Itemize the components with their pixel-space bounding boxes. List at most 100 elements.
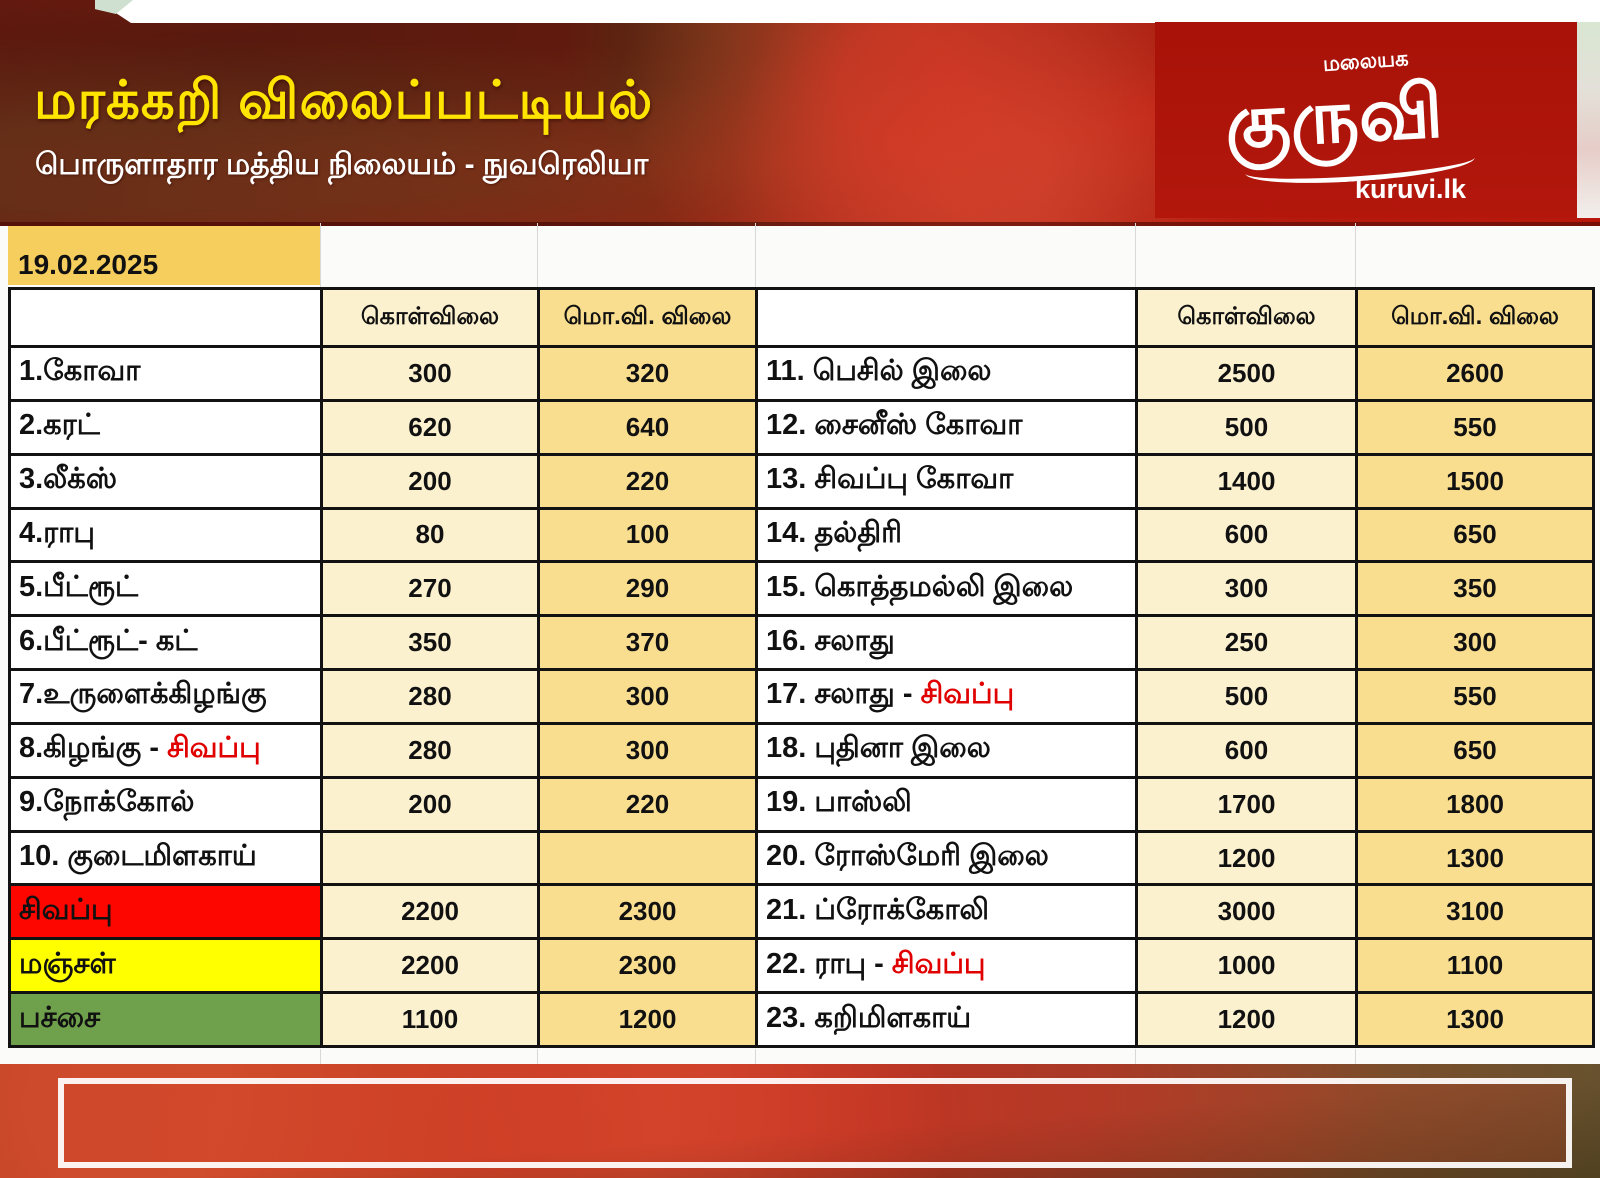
header-buy-price-right: கொள்விலை	[1135, 287, 1358, 348]
item-name-cell: 1.கோவா	[8, 345, 323, 402]
gridline	[1135, 223, 1136, 287]
table-header-row: கொள்விலை மொ.வி. விலை கொள்விலை மொ.வி. வில…	[8, 287, 1595, 348]
gridline	[537, 1049, 538, 1064]
item-label: 5.பீட்ரூட்	[19, 570, 139, 603]
table-row: 9.நோக்கோல் 200 220 19. பாஸ்லி 1700 1800	[8, 775, 1595, 833]
item-label: 1.கோவா	[19, 355, 141, 388]
table-row: 1.கோவா 300 320 11. பெசில் இலை 2500 2600	[8, 345, 1595, 402]
item-label: 14. தல்திரி	[766, 516, 902, 549]
buy-price-cell: 620	[320, 398, 540, 456]
buy-price-cell: 300	[1135, 560, 1358, 618]
item-name-cell: 4.ராபு	[8, 506, 323, 564]
sell-price-cell: 2600	[1355, 345, 1595, 402]
buy-price-cell: 600	[1135, 721, 1358, 779]
gridline	[755, 1049, 756, 1064]
item-label: பச்சை	[19, 1001, 101, 1034]
buy-price-cell: 270	[320, 560, 540, 618]
item-label-red-word: சிவப்பு	[891, 947, 986, 980]
item-label: 22. ராபு -	[766, 947, 892, 980]
sell-price-cell: 1500	[1355, 452, 1595, 510]
item-label: 18. புதினா இலை	[766, 732, 991, 765]
table-row: பச்சை 1100 1200 23. கறிமிளகாய் 1200 1300	[8, 991, 1595, 1048]
buy-price-cell: 2200	[320, 883, 540, 941]
item-label: 13. சிவப்பு கோவா	[766, 463, 1014, 496]
item-name-cell: 14. தல்திரி	[755, 506, 1138, 564]
buy-price-cell: 200	[320, 775, 540, 833]
item-label: 16. சலாது	[766, 624, 895, 657]
table-row: 3.லீக்ஸ் 200 220 13. சிவப்பு கோவா 1400 1500	[8, 452, 1595, 510]
buy-price-cell: 3000	[1135, 883, 1358, 941]
item-name-cell: 5.பீட்ரூட்	[8, 560, 323, 618]
item-label: 17. சலாது -	[766, 678, 921, 711]
item-name-cell: மஞ்சள்	[8, 937, 323, 995]
decor-right-sliver	[1577, 22, 1600, 218]
buy-price-cell: 1700	[1135, 775, 1358, 833]
item-label: 21. ப்ரோக்கோலி	[766, 893, 990, 926]
sell-price-cell: 1300	[1355, 829, 1595, 887]
item-label: 8.கிழங்கு -	[19, 732, 168, 765]
buy-price-cell: 350	[320, 614, 540, 672]
buy-price-cell: 280	[320, 721, 540, 779]
table-row: 6.பீட்ரூட்- கட் 350 370 16. சலாது 250 300	[8, 614, 1595, 672]
buy-price-cell: 500	[1135, 398, 1358, 456]
item-name-cell: சிவப்பு	[8, 883, 323, 941]
sell-price-cell: 220	[537, 775, 758, 833]
sell-price-cell: 370	[537, 614, 758, 672]
sell-price-cell: 300	[537, 668, 758, 725]
header-corner-cell-right	[755, 287, 1138, 348]
buy-price-cell	[320, 829, 540, 887]
table-row: மஞ்சள் 2200 2300 22. ராபு - சிவப்பு 1000 1100	[8, 937, 1595, 995]
item-label-red-word: சிவப்பு	[167, 732, 261, 765]
buy-price-cell: 200	[320, 452, 540, 510]
sell-price-cell: 2300	[537, 883, 758, 941]
item-name-cell: 18. புதினா இலை	[755, 721, 1138, 779]
gridline	[1355, 1049, 1356, 1064]
gridline	[1355, 223, 1356, 287]
item-name-cell: 16. சலாது	[755, 614, 1138, 672]
table-row: 5.பீட்ரூட் 270 290 15. கொத்தமல்லி இலை 300 350	[8, 560, 1595, 618]
sell-price-cell: 640	[537, 398, 758, 456]
price-table: கொள்விலை மொ.வி. விலை கொள்விலை மொ.வி. வில…	[8, 287, 1595, 1048]
table-row: 2.கரட் 620 640 12. சைனீஸ் கோவா 500 550	[8, 398, 1595, 456]
buy-price-cell: 80	[320, 506, 540, 564]
logo-site-url: kuruvi.lk	[1355, 174, 1467, 204]
item-label-red-word: சிவப்பு	[920, 678, 1015, 711]
item-name-cell: 6.பீட்ரூட்- கட்	[8, 614, 323, 672]
item-label: 23. கறிமிளகாய்	[766, 1001, 972, 1034]
header-buy-price-left: கொள்விலை	[320, 287, 540, 348]
item-name-cell: 3.லீக்ஸ்	[8, 452, 323, 510]
sell-price-cell: 300	[1355, 614, 1595, 672]
item-name-cell: 11. பெசில் இலை	[755, 345, 1138, 402]
item-name-cell: 22. ராபு - சிவப்பு	[755, 937, 1138, 995]
price-table-body: கொள்விலை மொ.வி. விலை கொள்விலை மொ.வி. வில…	[8, 287, 1595, 1048]
top-white-strip	[96, 0, 1600, 23]
header-sell-price-left: மொ.வி. விலை	[537, 287, 758, 348]
item-label: 11. பெசில் இலை	[766, 355, 992, 388]
buy-price-cell: 1000	[1135, 937, 1358, 995]
sell-price-cell: 100	[537, 506, 758, 564]
header-sell-price-right: மொ.வி. விலை	[1355, 287, 1595, 348]
buy-price-cell: 600	[1135, 506, 1358, 564]
gridline	[320, 1049, 321, 1064]
sell-price-cell: 650	[1355, 721, 1595, 779]
item-label: 12. சைனீஸ் கோவா	[766, 409, 1023, 442]
buy-price-cell: 2200	[320, 937, 540, 995]
item-label: மஞ்சள்	[19, 947, 116, 980]
gridline	[755, 223, 756, 287]
sell-price-cell: 1800	[1355, 775, 1595, 833]
item-name-cell: 20. ரோஸ்மேரி இலை	[755, 829, 1138, 887]
item-label: 20. ரோஸ்மேரி இலை	[766, 840, 1049, 873]
sell-price-cell: 1100	[1355, 937, 1595, 995]
item-label: 4.ராபு	[19, 516, 95, 549]
item-name-cell: 13. சிவப்பு கோவா	[755, 452, 1138, 510]
sell-price-cell: 220	[537, 452, 758, 510]
item-name-cell: 9.நோக்கோல்	[8, 775, 323, 833]
sell-price-cell: 550	[1355, 668, 1595, 725]
buy-price-cell: 1100	[320, 991, 540, 1048]
item-name-cell: 21. ப்ரோக்கோலி	[755, 883, 1138, 941]
kuruvi-logo-panel: மலையக குருவி kuruvi.lk	[1155, 22, 1577, 218]
item-name-cell: 17. சலாது - சிவப்பு	[755, 668, 1138, 725]
item-name-cell: 8.கிழங்கு - சிவப்பு	[8, 721, 323, 779]
buy-price-cell: 1200	[1135, 829, 1358, 887]
sell-price-cell	[537, 829, 758, 887]
